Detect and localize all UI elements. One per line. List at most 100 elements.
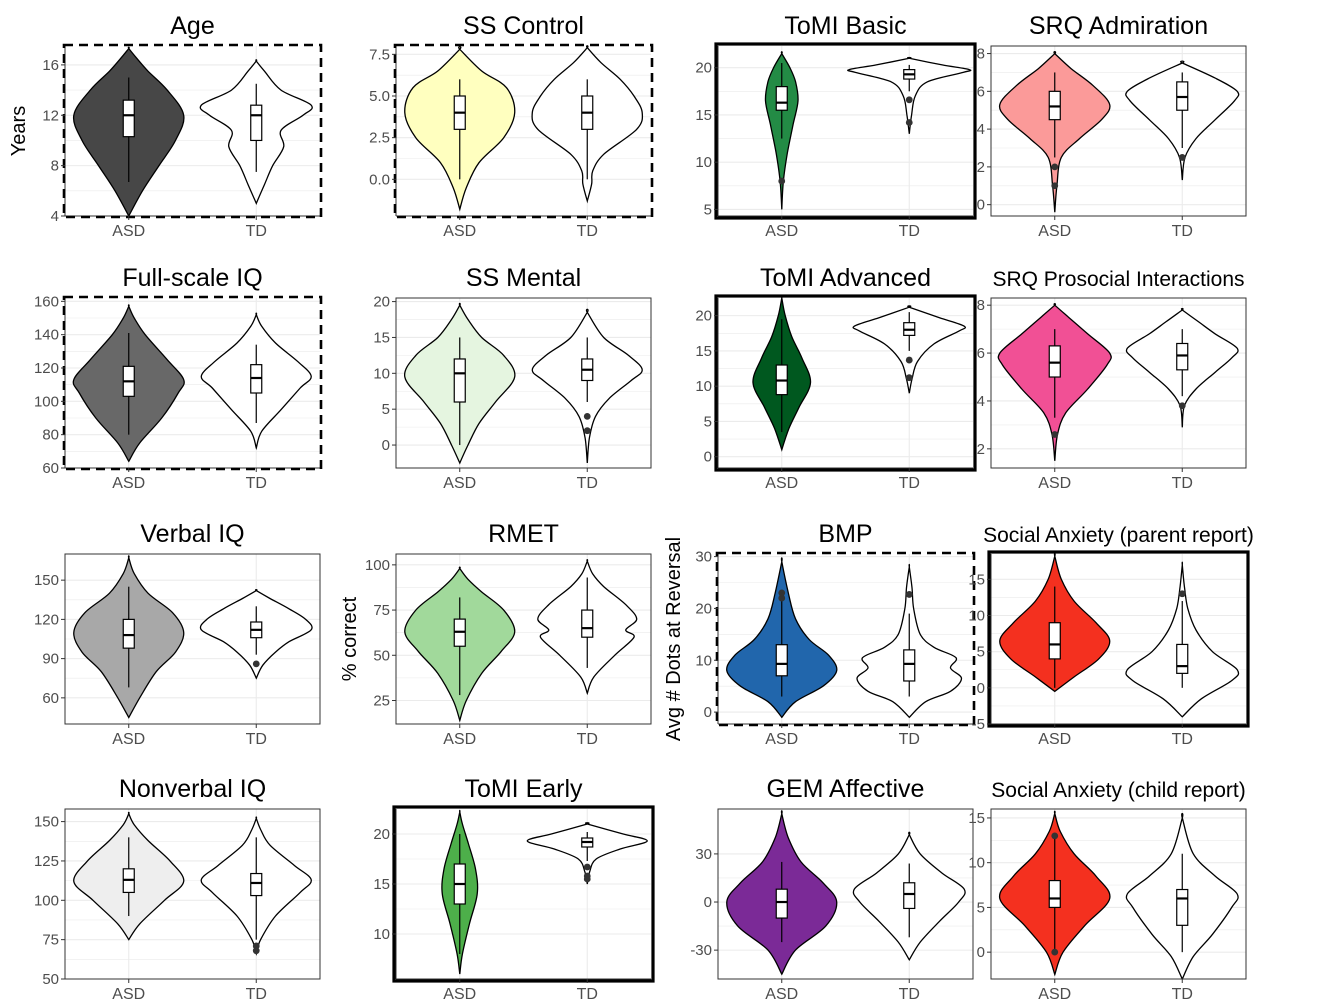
outlier-point [583,863,591,871]
y-tick-label: 20 [695,60,712,77]
outlier-point [583,875,591,883]
x-tick-label: ASD [443,731,476,748]
y-tick-label: 100 [34,393,59,410]
y-tick-label: 0 [704,894,712,911]
panel-title: Full-scale IQ [122,264,262,292]
x-tick-label: TD [1172,475,1193,492]
outlier-point [778,594,786,602]
outlier-point [1178,590,1186,598]
x-tick-label: ASD [443,223,476,240]
x-tick-label: ASD [1038,475,1071,492]
box-td [250,872,263,897]
panel-3: 5 10 15 20 ASD TD ToMI Basic [695,12,977,240]
y-tick-label: 5 [704,413,712,430]
panel-title: Age [170,12,214,40]
outlier-point [252,660,260,668]
panel-6: 0 5 10 15 20 ASD TD SS Mental [373,264,652,492]
y-axis-label: % correct [339,596,361,681]
y-tick-label: 120 [34,360,59,377]
y-tick-label: -30 [690,942,712,959]
y-tick-label: 25 [373,692,390,709]
box-td [903,882,916,910]
panel-title: SS Control [463,12,584,40]
outlier-point [905,591,913,598]
y-tick-label: 15 [695,343,712,360]
y-tick-label: 10 [695,154,712,171]
y-tick-label: 0 [977,944,985,961]
panel-15: -30 0 30 ASD TD GEM Affective [690,775,974,1003]
panel-title: SRQ Prosocial Interactions [992,268,1244,291]
panel-frame-solid [714,42,977,220]
x-tick-label: TD [577,731,598,748]
x-tick-label: ASD [112,223,145,240]
box-asd [775,86,788,111]
y-tick-label: 10 [695,378,712,395]
x-tick-label: TD [577,223,598,240]
panel-13: 50 75 100 125 150 ASD TD Nonverbal IQ [34,775,321,1003]
y-tick-label: 4 [977,121,985,138]
panel-frame-dashed [393,43,654,219]
x-tick-label: ASD [1038,223,1071,240]
y-tick-label: 15 [968,571,985,588]
y-tick-label: 80 [42,427,59,444]
panel-12: -5 0 5 10 15 ASD TD Social Anxiety (parent repo… [968,524,1254,748]
panel-border [395,297,652,469]
y-tick-label: 140 [34,327,59,344]
panel-11: 0 10 20 30 ASD TD BMP Avg # Dots at Reversal [663,520,976,748]
x-tick-label: ASD [1038,986,1071,1003]
box-td [250,104,263,142]
panel-14: 10 15 20 ASD TD ToMI Early [373,775,655,1003]
y-tick-label: 8 [51,158,59,175]
y-tick-label: 16 [42,57,59,74]
box-asd [1048,622,1061,660]
box-asd [775,644,788,677]
y-tick-label: 5 [704,201,712,218]
panel-frame-solid [392,805,655,983]
box-asd [1048,879,1061,909]
y-tick-label: 4 [977,393,985,410]
panel-title: ToMI Basic [784,12,906,40]
y-tick-label: -5 [972,716,985,733]
y-tick-label: 20 [373,294,390,311]
y-tick-label: 2 [977,441,985,458]
y-tick-label: 90 [42,651,59,668]
panel-title: Social Anxiety (parent report) [983,524,1254,547]
y-tick-label: 8 [977,46,985,63]
x-tick-label: ASD [765,731,798,748]
y-tick-label: 0 [704,704,712,721]
y-tick-label: 8 [977,297,985,314]
box-asd [122,618,135,649]
box-td [1176,643,1189,674]
y-tick-label: 0 [704,449,712,466]
outlier-point [1051,182,1059,190]
y-tick-label: 60 [42,690,59,707]
y-tick-label: 60 [42,460,59,477]
y-tick-label: 2 [977,159,985,176]
outlier-point [1051,832,1059,840]
y-tick-label: 5 [977,899,985,916]
x-tick-label: ASD [765,475,798,492]
y-tick-label: 5.0 [369,88,390,105]
y-tick-label: 0.0 [369,171,390,188]
panel-8: 2 4 6 8 ASD TD SRQ Prosocial Interactions [977,268,1247,492]
x-tick-label: ASD [112,731,145,748]
panel-border [990,45,1247,217]
y-tick-label: 20 [695,308,712,325]
y-tick-label: 75 [42,932,59,949]
panel-border [64,553,321,725]
y-tick-label: 7.5 [369,46,390,63]
panel-title: ToMI Early [464,775,583,803]
y-tick-label: 160 [34,293,59,310]
y-tick-label: 15 [373,329,390,346]
panel-title: Nonverbal IQ [119,775,266,803]
outlier-point [905,374,913,382]
outlier-point [1051,948,1059,956]
x-tick-label: ASD [443,986,476,1003]
y-tick-label: 10 [968,607,985,624]
panel-title: Social Anxiety (child report) [991,779,1245,802]
x-tick-label: TD [899,223,920,240]
y-axis-label: Years [8,106,30,156]
box-asd [122,99,135,138]
x-tick-label: TD [246,223,267,240]
y-tick-label: 0 [977,197,985,214]
